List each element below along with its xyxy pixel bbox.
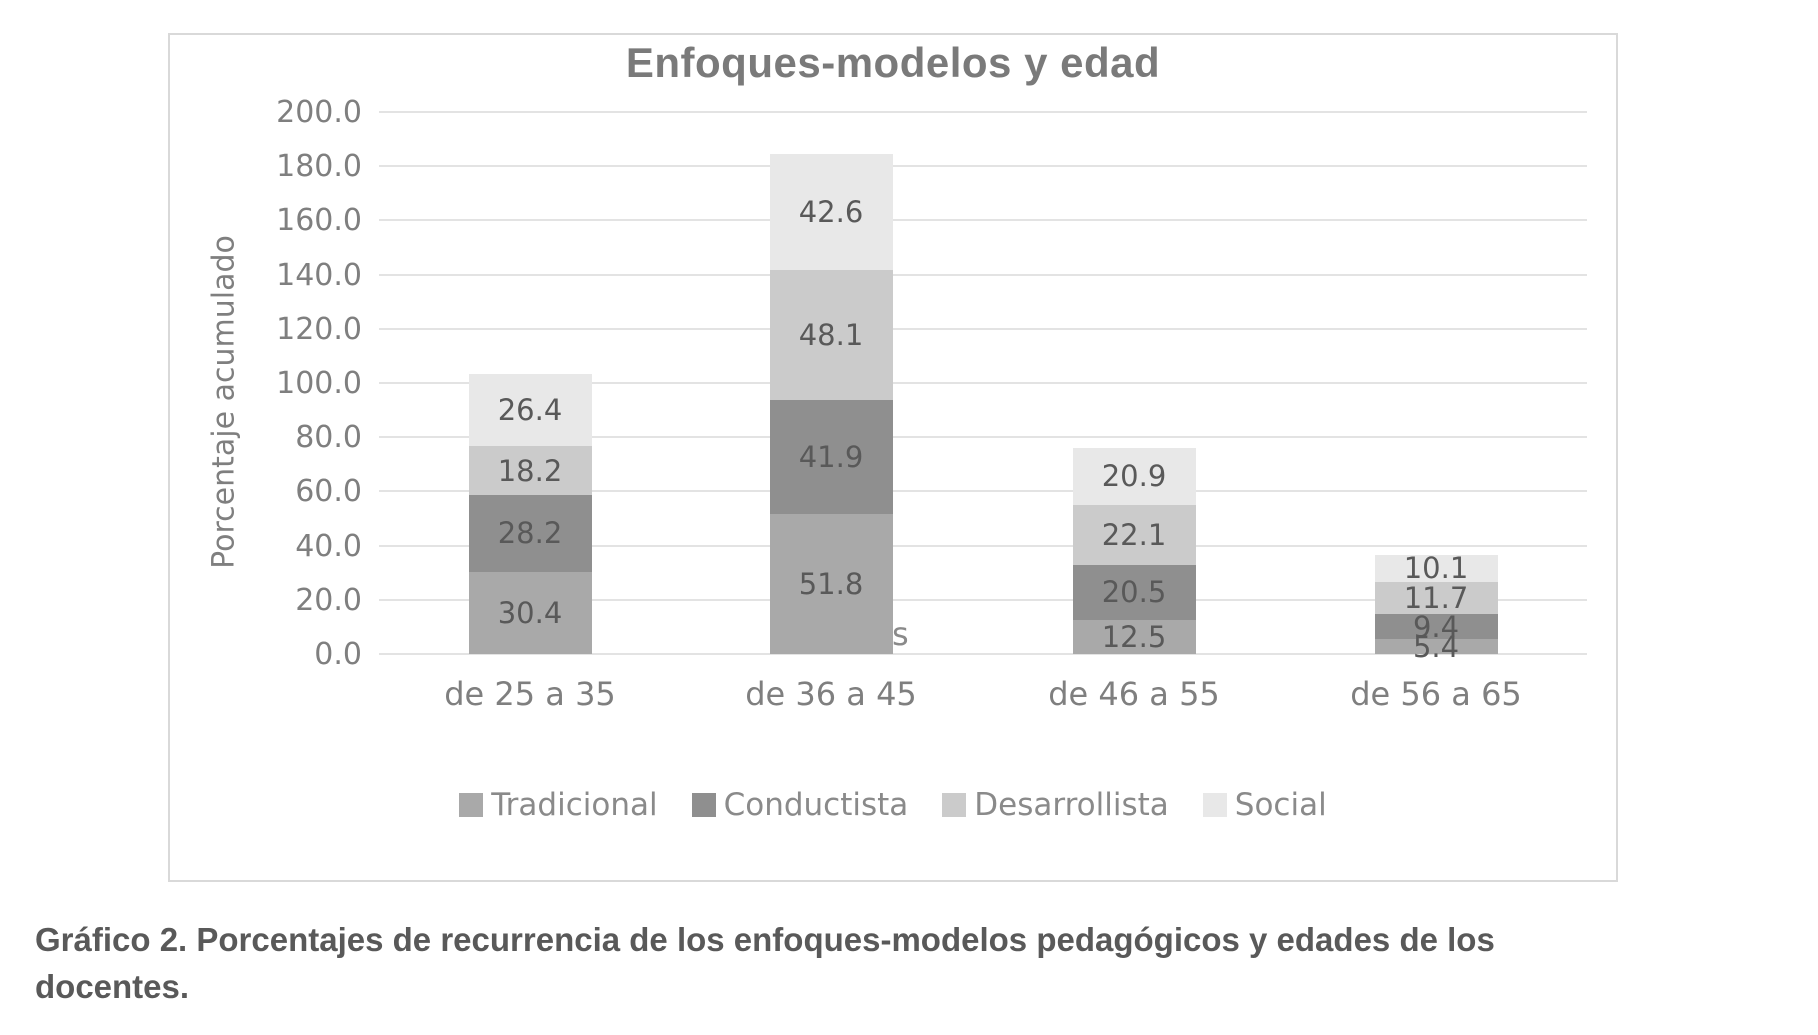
- bar-segment-tradicional: [769, 513, 893, 654]
- y-tick-label: 80.0: [295, 420, 362, 456]
- chart-container: Enfoques-modelos y edad Porcentaje acumu…: [168, 33, 1618, 882]
- bar-segment-social: [1072, 448, 1196, 505]
- chart-title: Enfoques-modelos y edad: [625, 39, 1161, 86]
- figure-caption: Gráfico 2. Porcentajes de recurrencia de…: [35, 921, 1495, 1005]
- y-tick-label: 20.0: [295, 582, 362, 618]
- legend-swatch-icon: [1202, 793, 1227, 817]
- bar-segment-label: 5.4: [1412, 629, 1460, 664]
- bar-segment-conductista: [468, 495, 592, 572]
- gridline: [379, 111, 1587, 113]
- bar-segment-desarrollista: [1374, 582, 1498, 614]
- bar-segment-label: 48.1: [798, 317, 864, 352]
- y-tick-label: 160.0: [276, 203, 362, 239]
- bar-segment-label: 18.2: [497, 453, 563, 488]
- y-tick-label: 100.0: [276, 366, 362, 401]
- bar-segment-social: [1374, 554, 1498, 583]
- bar-segment-label: 22.1: [1101, 517, 1167, 552]
- bar-segment-tradicional: [468, 571, 592, 654]
- x-category-label: de 56 a 65: [1350, 675, 1522, 713]
- bar-segment-conductista: [1374, 613, 1498, 640]
- partially-hidden-text: s: [892, 615, 909, 653]
- gridline: [379, 490, 1587, 493]
- gridline: [379, 219, 1587, 222]
- bar-segment-label: 42.6: [798, 194, 864, 229]
- bar-segment-label: 28.2: [497, 516, 563, 551]
- bar-segment-label: 41.9: [798, 439, 864, 474]
- gridline: [379, 653, 1587, 655]
- bar-segment-desarrollista: [1072, 504, 1196, 565]
- legend-swatch-icon: [942, 793, 967, 817]
- legend-item-social: Social: [1202, 787, 1327, 823]
- bar-segment-label: 10.1: [1403, 551, 1469, 586]
- legend: Tradicional Conductista Desarrollista Socia…: [170, 787, 1616, 823]
- bar-segment-social: [468, 374, 592, 446]
- bar-segment-label: 11.7: [1403, 581, 1469, 616]
- bar-segment-label: 20.5: [1101, 575, 1167, 610]
- legend-label: Tradicional: [491, 787, 658, 823]
- x-category-label: de 46 a 55: [1048, 675, 1220, 713]
- bar-segment-tradicional: [1072, 620, 1196, 654]
- legend-swatch-icon: [691, 793, 716, 817]
- bar-segment-label: 51.8: [798, 566, 864, 601]
- legend-item-conductista: Conductista: [691, 787, 909, 823]
- bar-segment-label: 30.4: [497, 595, 563, 630]
- gridline: [379, 165, 1587, 168]
- gridline: [379, 436, 1587, 439]
- bar-segment-label: 9.4: [1412, 609, 1460, 644]
- y-tick-label: 140.0: [276, 257, 362, 293]
- y-tick-label: 200.0: [276, 95, 362, 130]
- y-tick-label: 40.0: [295, 528, 362, 564]
- gridline: [379, 382, 1587, 384]
- gridline: [379, 327, 1587, 330]
- y-tick-label: 60.0: [295, 474, 362, 510]
- y-tick-label: 0.0: [314, 637, 362, 672]
- x-category-label: de 25 a 35: [444, 675, 616, 713]
- bar-segment-label: 26.4: [497, 393, 563, 428]
- bar-segment-tradicional: [1374, 639, 1498, 654]
- legend-label: Desarrollista: [974, 787, 1169, 823]
- y-tick-label: 180.0: [276, 149, 362, 185]
- bar-segment-desarrollista: [769, 269, 893, 401]
- bar-segment-desarrollista: [468, 445, 592, 496]
- bar-segment-conductista: [1072, 564, 1196, 621]
- y-tick-label: 120.0: [276, 311, 362, 347]
- bar-segment-label: 20.9: [1101, 459, 1167, 494]
- bar-segment-social: [769, 154, 893, 270]
- gridline: [379, 273, 1587, 276]
- legend-swatch-icon: [459, 793, 484, 817]
- legend-item-tradicional: Tradicional: [459, 787, 658, 823]
- gridline: [379, 544, 1587, 547]
- bar-segment-conductista: [769, 400, 893, 514]
- legend-item-desarrollista: Desarrollista: [942, 787, 1169, 823]
- gridline: [379, 598, 1587, 601]
- legend-label: Social: [1234, 787, 1327, 823]
- legend-label: Conductista: [723, 787, 909, 823]
- x-category-label: de 36 a 45: [745, 675, 917, 713]
- bar-segment-label: 12.5: [1101, 620, 1167, 655]
